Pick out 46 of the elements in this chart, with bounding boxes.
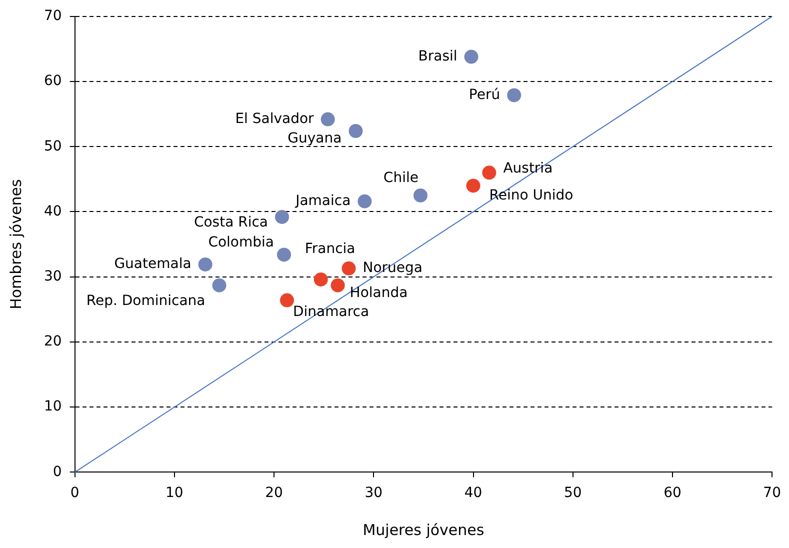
annotation: Guatemala [114,256,192,272]
annotation: Jamaica [294,192,351,209]
x-tick-label: 30 [364,485,383,502]
point [330,278,345,292]
y-tick-label: 40 [44,203,62,220]
point [314,272,328,286]
y-tick-label: 30 [44,268,62,284]
point [464,50,478,64]
y-axis-title: Hombres jóvenes [6,179,25,310]
point [413,188,428,202]
point [466,178,480,193]
y-tick-label: 10 [44,398,62,415]
point [507,88,522,102]
point [198,257,212,272]
annotation: El Salvador [235,110,314,127]
point [275,210,290,224]
annotation: Chile [383,170,418,186]
point [320,112,335,126]
x-tick-label: 70 [763,485,782,502]
annotation: Francia [304,241,356,258]
annotation: Costa Rica [194,214,268,231]
y-tick-label: 50 [44,138,62,154]
y-tick-label: 60 [44,73,62,90]
y-tick-label: 20 [44,334,62,350]
x-tick-label: 40 [464,485,482,502]
annotation: Rep. Dominicana [86,292,206,309]
annotation: Holanda [350,284,408,301]
x-tick-label: 50 [564,485,582,502]
x-tick-label: 20 [265,485,283,502]
annotation: Brasil [418,48,458,64]
y-tick-label: 0 [52,464,62,480]
x-tick-label: 10 [166,485,184,502]
point [482,166,496,180]
x-tick-label: 60 [664,485,682,502]
y-tick-label: 70 [44,8,62,24]
annotation: Colombia [208,234,274,250]
point [280,293,294,308]
point [277,248,291,262]
x-axis-title: Mujeres jóvenes [362,520,484,539]
point [348,124,363,138]
point [212,278,226,292]
point [342,261,356,276]
point [358,194,372,208]
x-tick-label: 0 [70,485,80,502]
annotation: Perú [468,86,500,103]
annotation: Guyana [288,130,342,147]
